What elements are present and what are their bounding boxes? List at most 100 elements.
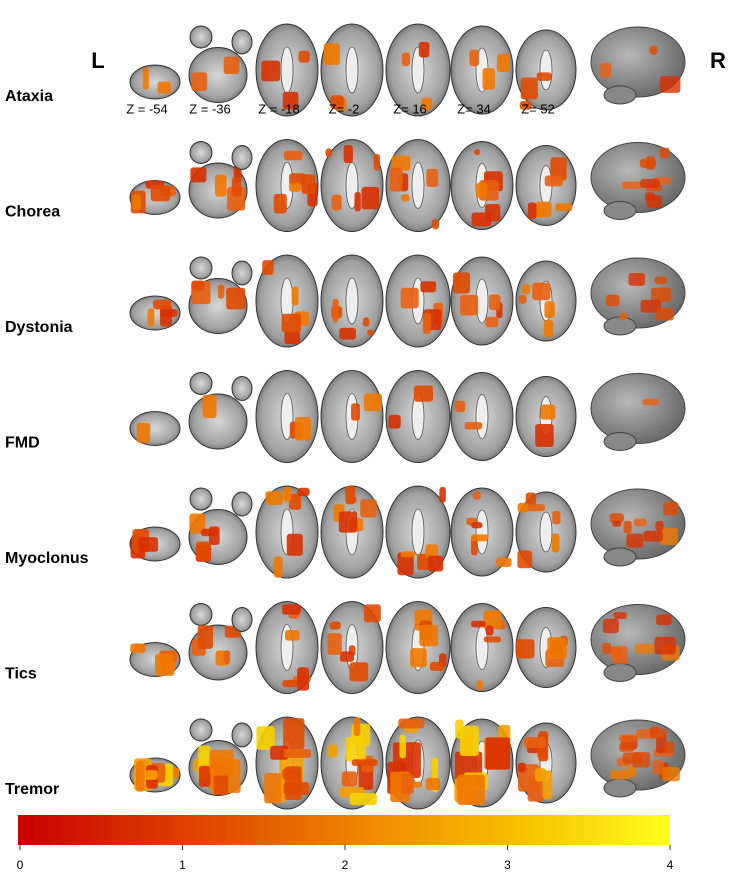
activation — [663, 501, 679, 516]
row-label: Tics — [5, 666, 37, 683]
activation — [284, 766, 302, 800]
activation — [496, 557, 512, 568]
slice-part — [231, 29, 253, 55]
activation — [398, 718, 425, 729]
z-label: Z= 16 — [393, 101, 427, 116]
activation — [389, 167, 403, 192]
activation — [291, 286, 299, 306]
activation — [551, 533, 560, 553]
activation — [418, 41, 430, 58]
activation — [191, 72, 208, 91]
activation — [602, 642, 612, 655]
activation — [452, 272, 471, 294]
activation — [472, 491, 481, 500]
ventricle — [411, 46, 425, 94]
activation — [323, 43, 340, 66]
activation — [136, 761, 145, 792]
activation — [338, 511, 358, 533]
activation — [153, 299, 172, 310]
activation — [474, 148, 481, 156]
activation — [132, 194, 142, 211]
activation — [459, 725, 479, 757]
activation — [517, 550, 533, 569]
activation — [401, 52, 411, 66]
row-label: Dystonia — [5, 319, 73, 336]
activation — [285, 630, 300, 641]
activation — [195, 541, 211, 561]
brain-row — [129, 601, 686, 694]
brain-row — [129, 23, 686, 117]
activation — [273, 556, 283, 578]
activation — [367, 329, 374, 336]
activation — [426, 168, 439, 187]
activation — [190, 167, 207, 183]
activation — [297, 667, 310, 691]
activation — [361, 186, 379, 210]
activation — [439, 486, 446, 503]
z-label: Z = -36 — [189, 101, 231, 116]
activation — [226, 287, 246, 310]
brain-row — [129, 254, 686, 348]
activation — [628, 272, 645, 286]
activation — [618, 734, 638, 742]
activation — [656, 614, 672, 626]
cerebellum-3d — [603, 316, 637, 336]
z-label: Z = -54 — [126, 101, 168, 116]
slice-part — [231, 607, 253, 632]
activation — [331, 194, 342, 211]
left-label: L — [91, 48, 104, 73]
brain-row — [129, 716, 686, 810]
activation — [643, 530, 663, 542]
activation — [663, 741, 675, 754]
activation — [288, 493, 302, 510]
activation — [425, 544, 439, 559]
activation — [626, 533, 644, 548]
activation — [327, 633, 342, 655]
activation — [655, 307, 674, 321]
activation — [486, 625, 494, 636]
activation — [284, 331, 301, 345]
activation — [532, 282, 551, 301]
activation — [223, 56, 240, 75]
activation — [325, 148, 332, 157]
activation — [160, 305, 173, 327]
activation — [349, 496, 357, 504]
activation — [489, 294, 501, 311]
colorbar-tick-label: 2 — [342, 858, 349, 872]
activation — [454, 400, 466, 413]
activation — [519, 100, 532, 110]
activation — [264, 772, 282, 804]
activation — [427, 555, 444, 572]
activation — [517, 762, 526, 773]
z-label: Z= 52 — [521, 101, 555, 116]
activation — [485, 737, 511, 770]
activation — [330, 95, 344, 109]
activation — [457, 774, 486, 806]
activation — [130, 643, 146, 654]
activation — [351, 403, 361, 421]
activation — [544, 301, 555, 318]
colorbar-tick-label: 1 — [179, 858, 186, 872]
activation — [640, 178, 660, 188]
row-label: Chorea — [5, 204, 60, 221]
cerebellum-3d — [603, 778, 637, 798]
z-label: Z= 34 — [457, 101, 491, 116]
ventricle — [411, 508, 425, 556]
activation — [413, 385, 434, 402]
activation — [354, 191, 361, 212]
activation — [360, 499, 377, 518]
activation — [496, 53, 511, 73]
activation — [555, 203, 573, 212]
activation — [349, 662, 369, 682]
activation — [217, 284, 225, 299]
activation — [209, 749, 234, 776]
activation — [535, 423, 554, 447]
activation — [605, 294, 620, 307]
activation — [516, 639, 535, 659]
activation — [283, 487, 292, 502]
activation — [388, 414, 401, 429]
ventricle — [411, 162, 425, 209]
activation — [283, 748, 311, 758]
z-label: Z= -2 — [329, 101, 360, 116]
